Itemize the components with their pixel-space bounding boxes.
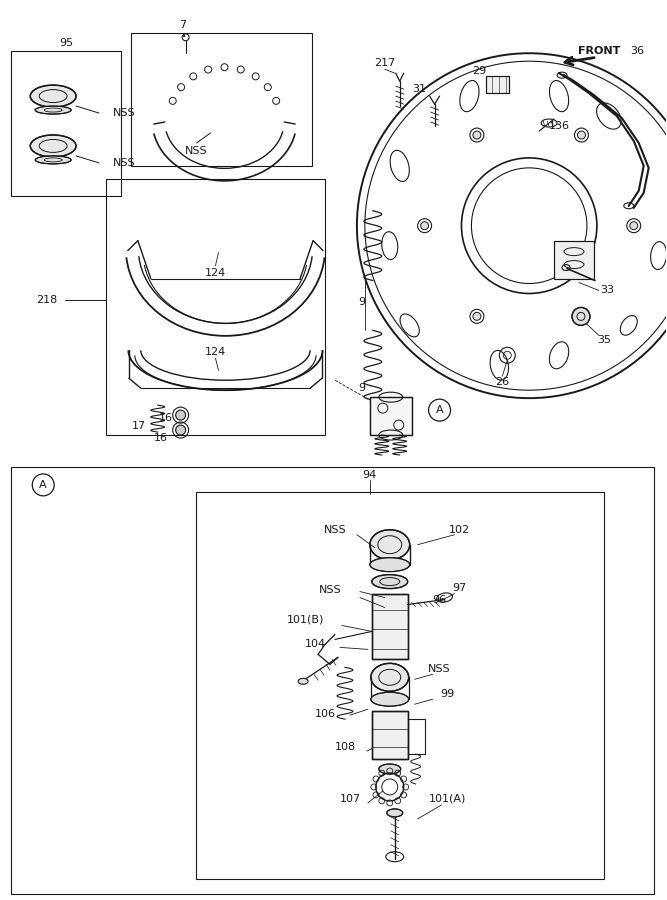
Bar bbox=[11, 51, 121, 196]
Bar bbox=[106, 179, 325, 435]
Ellipse shape bbox=[371, 663, 409, 691]
Text: 29: 29 bbox=[472, 67, 486, 76]
Text: 99: 99 bbox=[440, 689, 455, 699]
Text: FRONT: FRONT bbox=[578, 46, 620, 56]
Circle shape bbox=[630, 221, 638, 230]
Text: 106: 106 bbox=[315, 709, 336, 719]
Bar bbox=[554, 240, 594, 278]
Text: 218: 218 bbox=[37, 295, 58, 305]
Ellipse shape bbox=[370, 530, 410, 560]
Bar bbox=[372, 711, 408, 759]
Ellipse shape bbox=[370, 558, 410, 572]
Text: 9: 9 bbox=[358, 298, 366, 308]
Text: 124: 124 bbox=[205, 347, 226, 357]
Text: NSS: NSS bbox=[428, 664, 451, 674]
Text: 107: 107 bbox=[340, 794, 360, 804]
Ellipse shape bbox=[379, 764, 401, 774]
Ellipse shape bbox=[387, 809, 403, 817]
Text: 102: 102 bbox=[449, 525, 470, 535]
Bar bbox=[372, 711, 408, 759]
Text: NSS: NSS bbox=[323, 525, 346, 535]
Bar bbox=[195, 492, 604, 878]
Ellipse shape bbox=[35, 156, 71, 164]
Text: 35: 35 bbox=[597, 336, 611, 346]
Text: 136: 136 bbox=[548, 121, 570, 131]
Bar bbox=[486, 76, 510, 93]
Bar bbox=[486, 76, 510, 93]
Text: 101(A): 101(A) bbox=[429, 794, 466, 804]
Circle shape bbox=[175, 410, 185, 420]
Text: 96: 96 bbox=[432, 595, 447, 605]
Ellipse shape bbox=[371, 692, 409, 706]
Text: 31: 31 bbox=[413, 84, 427, 94]
Text: NSS: NSS bbox=[113, 158, 135, 168]
Text: 36: 36 bbox=[630, 46, 644, 56]
Bar bbox=[372, 594, 408, 660]
Ellipse shape bbox=[298, 679, 308, 684]
Ellipse shape bbox=[372, 574, 408, 589]
Text: NSS: NSS bbox=[319, 585, 342, 595]
Text: ·: · bbox=[181, 28, 187, 47]
Text: A: A bbox=[39, 480, 47, 490]
Bar bbox=[554, 240, 594, 278]
Text: 124: 124 bbox=[205, 267, 226, 277]
Bar bbox=[408, 719, 425, 754]
Text: 97: 97 bbox=[452, 582, 467, 592]
Text: A: A bbox=[436, 405, 444, 415]
Text: 108: 108 bbox=[334, 742, 356, 752]
Bar bbox=[11, 467, 654, 894]
Circle shape bbox=[473, 312, 481, 320]
Ellipse shape bbox=[30, 86, 76, 107]
Bar bbox=[131, 33, 312, 166]
Circle shape bbox=[175, 425, 185, 435]
Bar bbox=[372, 594, 408, 660]
Circle shape bbox=[578, 312, 586, 320]
Text: 7: 7 bbox=[179, 21, 186, 31]
Ellipse shape bbox=[35, 106, 71, 114]
Text: 33: 33 bbox=[600, 285, 614, 295]
Text: 16: 16 bbox=[159, 413, 173, 423]
Circle shape bbox=[578, 131, 586, 139]
Text: 101(B): 101(B) bbox=[286, 615, 323, 625]
Text: 26: 26 bbox=[495, 377, 510, 387]
Circle shape bbox=[421, 221, 429, 230]
Text: 217: 217 bbox=[374, 58, 396, 68]
Bar bbox=[370, 397, 412, 435]
Text: 9: 9 bbox=[358, 383, 366, 393]
Bar bbox=[370, 397, 412, 435]
Text: NSS: NSS bbox=[113, 108, 135, 118]
Circle shape bbox=[473, 131, 481, 139]
Ellipse shape bbox=[30, 135, 76, 157]
Text: 17: 17 bbox=[132, 421, 146, 431]
Text: 94: 94 bbox=[363, 470, 377, 480]
Text: 104: 104 bbox=[305, 639, 325, 650]
Text: 95: 95 bbox=[59, 39, 73, 49]
Text: 16: 16 bbox=[153, 433, 167, 443]
Circle shape bbox=[572, 308, 590, 326]
Text: NSS: NSS bbox=[185, 146, 208, 156]
